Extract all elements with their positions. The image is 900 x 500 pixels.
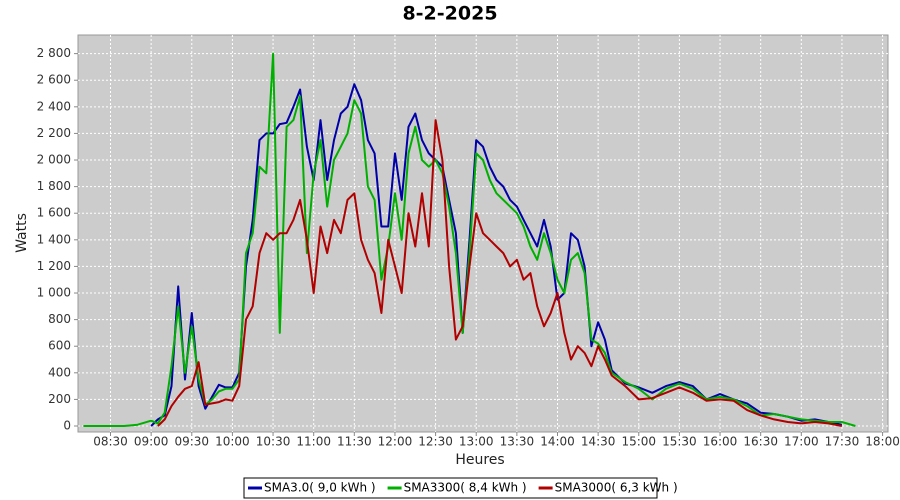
legend-label: SMA3000( 6,3 kWh ) bbox=[555, 481, 678, 495]
x-tick-label: 09:30 bbox=[174, 435, 209, 449]
y-tick-label: 1 000 bbox=[37, 286, 71, 300]
x-tick-label: 13:30 bbox=[500, 435, 535, 449]
x-tick-label: 15:00 bbox=[621, 435, 656, 449]
x-tick-label: 15:30 bbox=[662, 435, 697, 449]
y-tick-label: 1 800 bbox=[37, 179, 71, 193]
y-tick-label: 200 bbox=[48, 392, 71, 406]
y-tick-label: 1 200 bbox=[37, 259, 71, 273]
x-tick-label: 11:00 bbox=[296, 435, 331, 449]
x-tick-label: 08:30 bbox=[93, 435, 128, 449]
x-tick-label: 17:00 bbox=[784, 435, 819, 449]
y-tick-label: 2 600 bbox=[37, 73, 71, 87]
y-tick-label: 2 400 bbox=[37, 99, 71, 113]
legend-label: SMA3.0( 9,0 kWh ) bbox=[264, 481, 376, 495]
y-tick-label: 2 800 bbox=[37, 46, 71, 60]
x-tick-label: 12:00 bbox=[378, 435, 413, 449]
series-line bbox=[157, 119, 843, 427]
legend-box bbox=[243, 477, 658, 499]
x-tick-label: 10:30 bbox=[256, 435, 291, 449]
legend-label: SMA3300( 8,4 kWh ) bbox=[404, 481, 527, 495]
y-tick-label: 800 bbox=[48, 312, 71, 326]
x-tick-label: 14:30 bbox=[581, 435, 616, 449]
y-tick-label: 400 bbox=[48, 365, 71, 379]
y-axis-label: Watts bbox=[14, 213, 30, 253]
x-tick-label: 10:00 bbox=[215, 435, 250, 449]
y-tick-label: 2 200 bbox=[37, 126, 71, 140]
x-tick-label: 14:00 bbox=[540, 435, 575, 449]
y-tick-label: 2 000 bbox=[37, 153, 71, 167]
x-axis-label: Heures bbox=[455, 452, 504, 468]
x-tick-label: 11:30 bbox=[337, 435, 372, 449]
x-tick-label: 17:30 bbox=[825, 435, 860, 449]
chart-title: 8-2-2025 bbox=[402, 3, 497, 25]
x-tick-label: 09:00 bbox=[134, 435, 169, 449]
x-tick-label: 13:00 bbox=[459, 435, 494, 449]
x-tick-label: 16:30 bbox=[743, 435, 778, 449]
x-tick-label: 12:30 bbox=[418, 435, 453, 449]
x-tick-label: 18:00 bbox=[865, 435, 900, 449]
series-line bbox=[150, 83, 843, 427]
y-tick-label: 0 bbox=[63, 419, 71, 433]
x-tick-label: 16:00 bbox=[703, 435, 738, 449]
y-tick-label: 1 400 bbox=[37, 232, 71, 246]
y-tick-label: 600 bbox=[48, 339, 71, 353]
y-tick-label: 1 600 bbox=[37, 206, 71, 220]
